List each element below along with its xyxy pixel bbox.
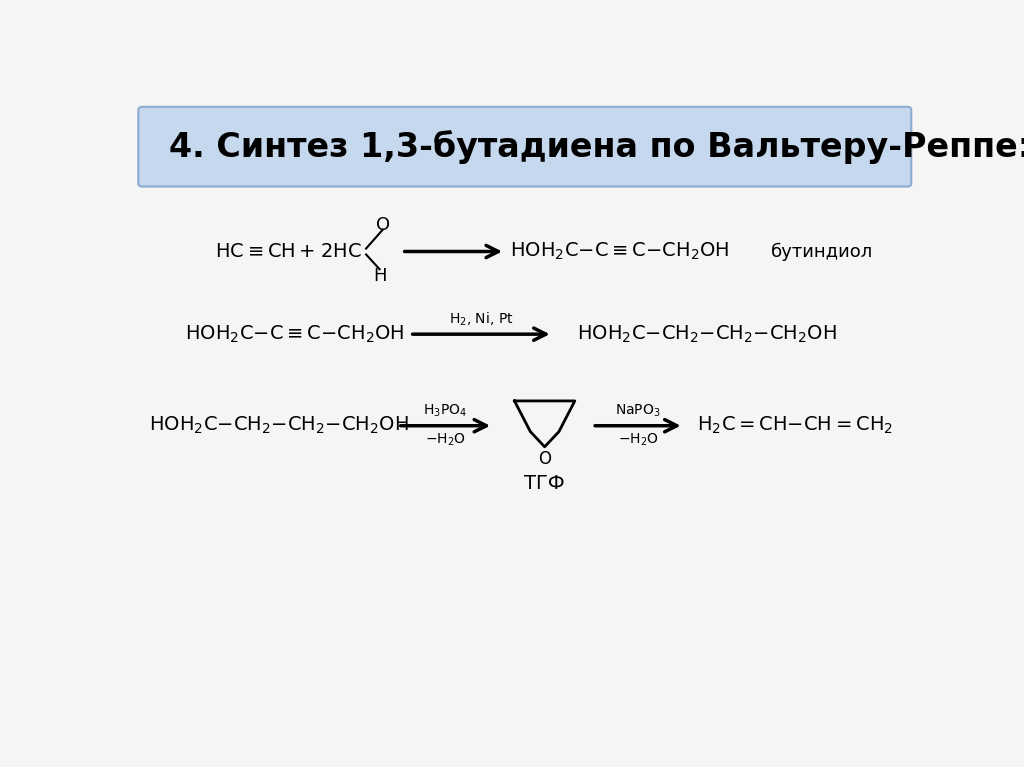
Text: HOH$_2$C$-$C$\equiv$C$-$CH$_2$OH: HOH$_2$C$-$C$\equiv$C$-$CH$_2$OH [510, 241, 730, 262]
Text: NaPO$_3$: NaPO$_3$ [615, 402, 662, 419]
Text: 4. Синтез 1,3-бутадиена по Вальтеру-Реппе:: 4. Синтез 1,3-бутадиена по Вальтеру-Репп… [169, 130, 1024, 164]
Text: HOH$_2$C$-$C$\equiv$C$-$CH$_2$OH: HOH$_2$C$-$C$\equiv$C$-$CH$_2$OH [185, 324, 404, 345]
Text: H$_3$PO$_4$: H$_3$PO$_4$ [423, 402, 468, 419]
Text: H$_2$C$=$CH$-$CH$=$CH$_2$: H$_2$C$=$CH$-$CH$=$CH$_2$ [696, 415, 893, 436]
Text: H: H [374, 268, 387, 285]
Text: O: O [377, 216, 390, 234]
FancyBboxPatch shape [138, 107, 911, 186]
Text: HOH$_2$C$-$CH$_2$$-$CH$_2$$-$CH$_2$OH: HOH$_2$C$-$CH$_2$$-$CH$_2$$-$CH$_2$OH [148, 415, 409, 436]
Text: $+$ 2HC: $+$ 2HC [298, 242, 362, 261]
Text: HC$\equiv$CH: HC$\equiv$CH [215, 242, 295, 261]
Text: бутиндиол: бутиндиол [771, 242, 873, 261]
Text: O: O [539, 449, 551, 468]
Text: $-$H$_2$O: $-$H$_2$O [425, 431, 466, 447]
Text: ТГФ: ТГФ [524, 474, 565, 493]
Text: HOH$_2$C$-$CH$_2$$-$CH$_2$$-$CH$_2$OH: HOH$_2$C$-$CH$_2$$-$CH$_2$$-$CH$_2$OH [578, 324, 838, 345]
Text: $-$H$_2$O: $-$H$_2$O [617, 431, 658, 447]
Text: H$_2$, Ni, Pt: H$_2$, Ni, Pt [449, 311, 513, 328]
